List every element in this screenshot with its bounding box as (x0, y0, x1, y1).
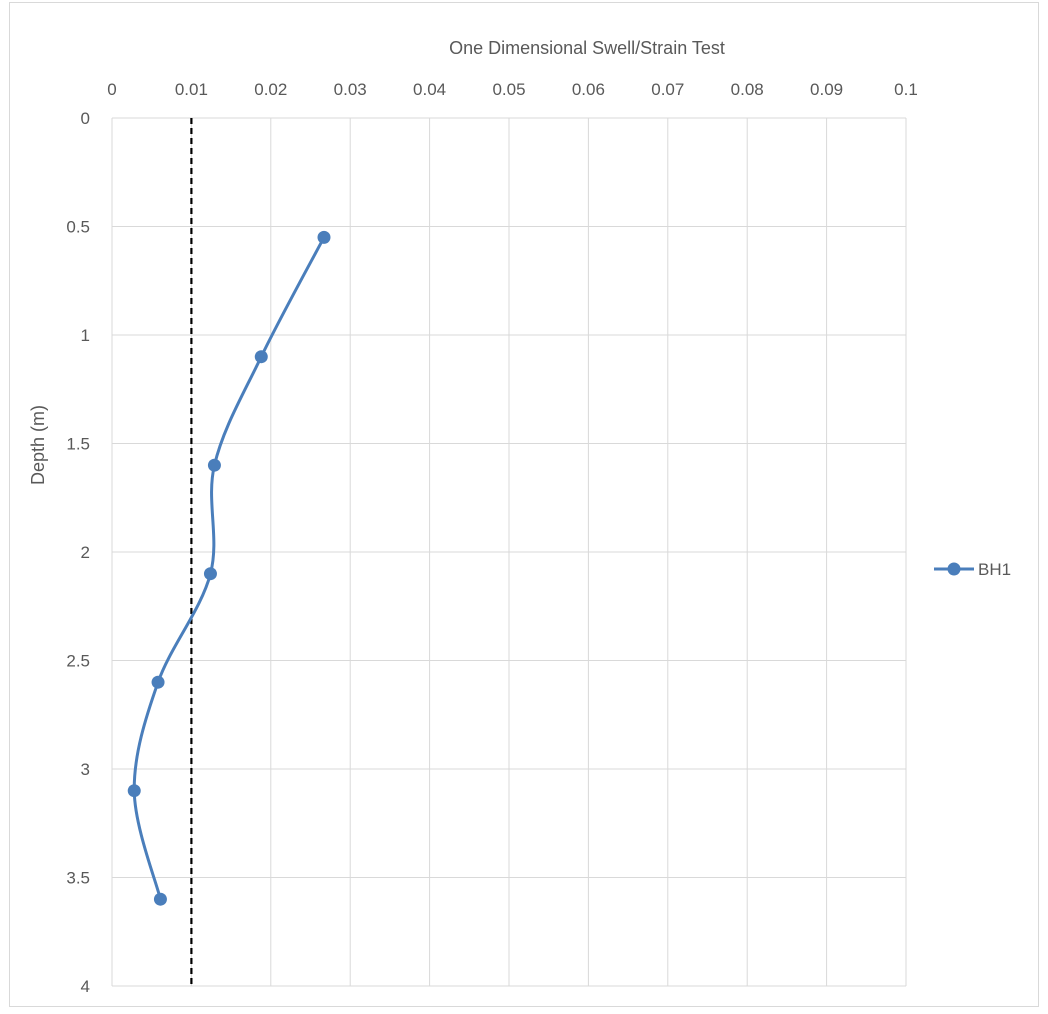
x-tick-label: 0.08 (731, 80, 764, 99)
legend-marker-bh1 (947, 562, 961, 576)
legend-label-bh1: BH1 (978, 560, 1011, 579)
y-tick-labels: 0 0.5 1 1.5 2 2.5 3 3.5 4 (66, 109, 90, 996)
y-tick-label: 3.5 (66, 869, 90, 888)
x-tick-label: 0 (107, 80, 116, 99)
y-tick-label: 1.5 (66, 435, 90, 454)
x-tick-label: 0.09 (810, 80, 843, 99)
series-layer (127, 230, 331, 906)
series-line-bh1 (132, 235, 326, 901)
data-point (153, 892, 167, 906)
x-tick-label: 0.1 (894, 80, 918, 99)
legend: BH1 (934, 560, 1011, 579)
x-axis-title: One Dimensional Swell/Strain Test (449, 38, 725, 58)
x-tick-label: 0.06 (572, 80, 605, 99)
y-tick-label: 3 (81, 760, 90, 779)
x-tick-label: 0.02 (254, 80, 287, 99)
y-tick-label: 4 (81, 977, 90, 996)
y-tick-label: 0 (81, 109, 90, 128)
x-tick-label: 0.05 (492, 80, 525, 99)
data-point (207, 458, 221, 472)
y-tick-label: 1 (81, 326, 90, 345)
x-tick-labels: 0 0.01 0.02 0.03 0.04 0.05 0.06 0.07 0.08 0.09 0.1 (107, 80, 918, 99)
y-tick-label: 2.5 (66, 652, 90, 671)
y-tick-label: 0.5 (66, 218, 90, 237)
data-point (203, 567, 217, 581)
data-point (151, 675, 165, 689)
x-tick-label: 0.03 (334, 80, 367, 99)
data-point (254, 350, 268, 364)
x-tick-label: 0.01 (175, 80, 208, 99)
grid-lines (111, 117, 907, 987)
data-point (127, 784, 141, 798)
chart-area (9, 2, 1039, 1007)
y-axis-title: Depth (m) (28, 405, 48, 485)
x-tick-label: 0.04 (413, 80, 446, 99)
y-tick-label: 2 (81, 543, 90, 562)
data-point (317, 230, 331, 244)
x-tick-label: 0.07 (651, 80, 684, 99)
